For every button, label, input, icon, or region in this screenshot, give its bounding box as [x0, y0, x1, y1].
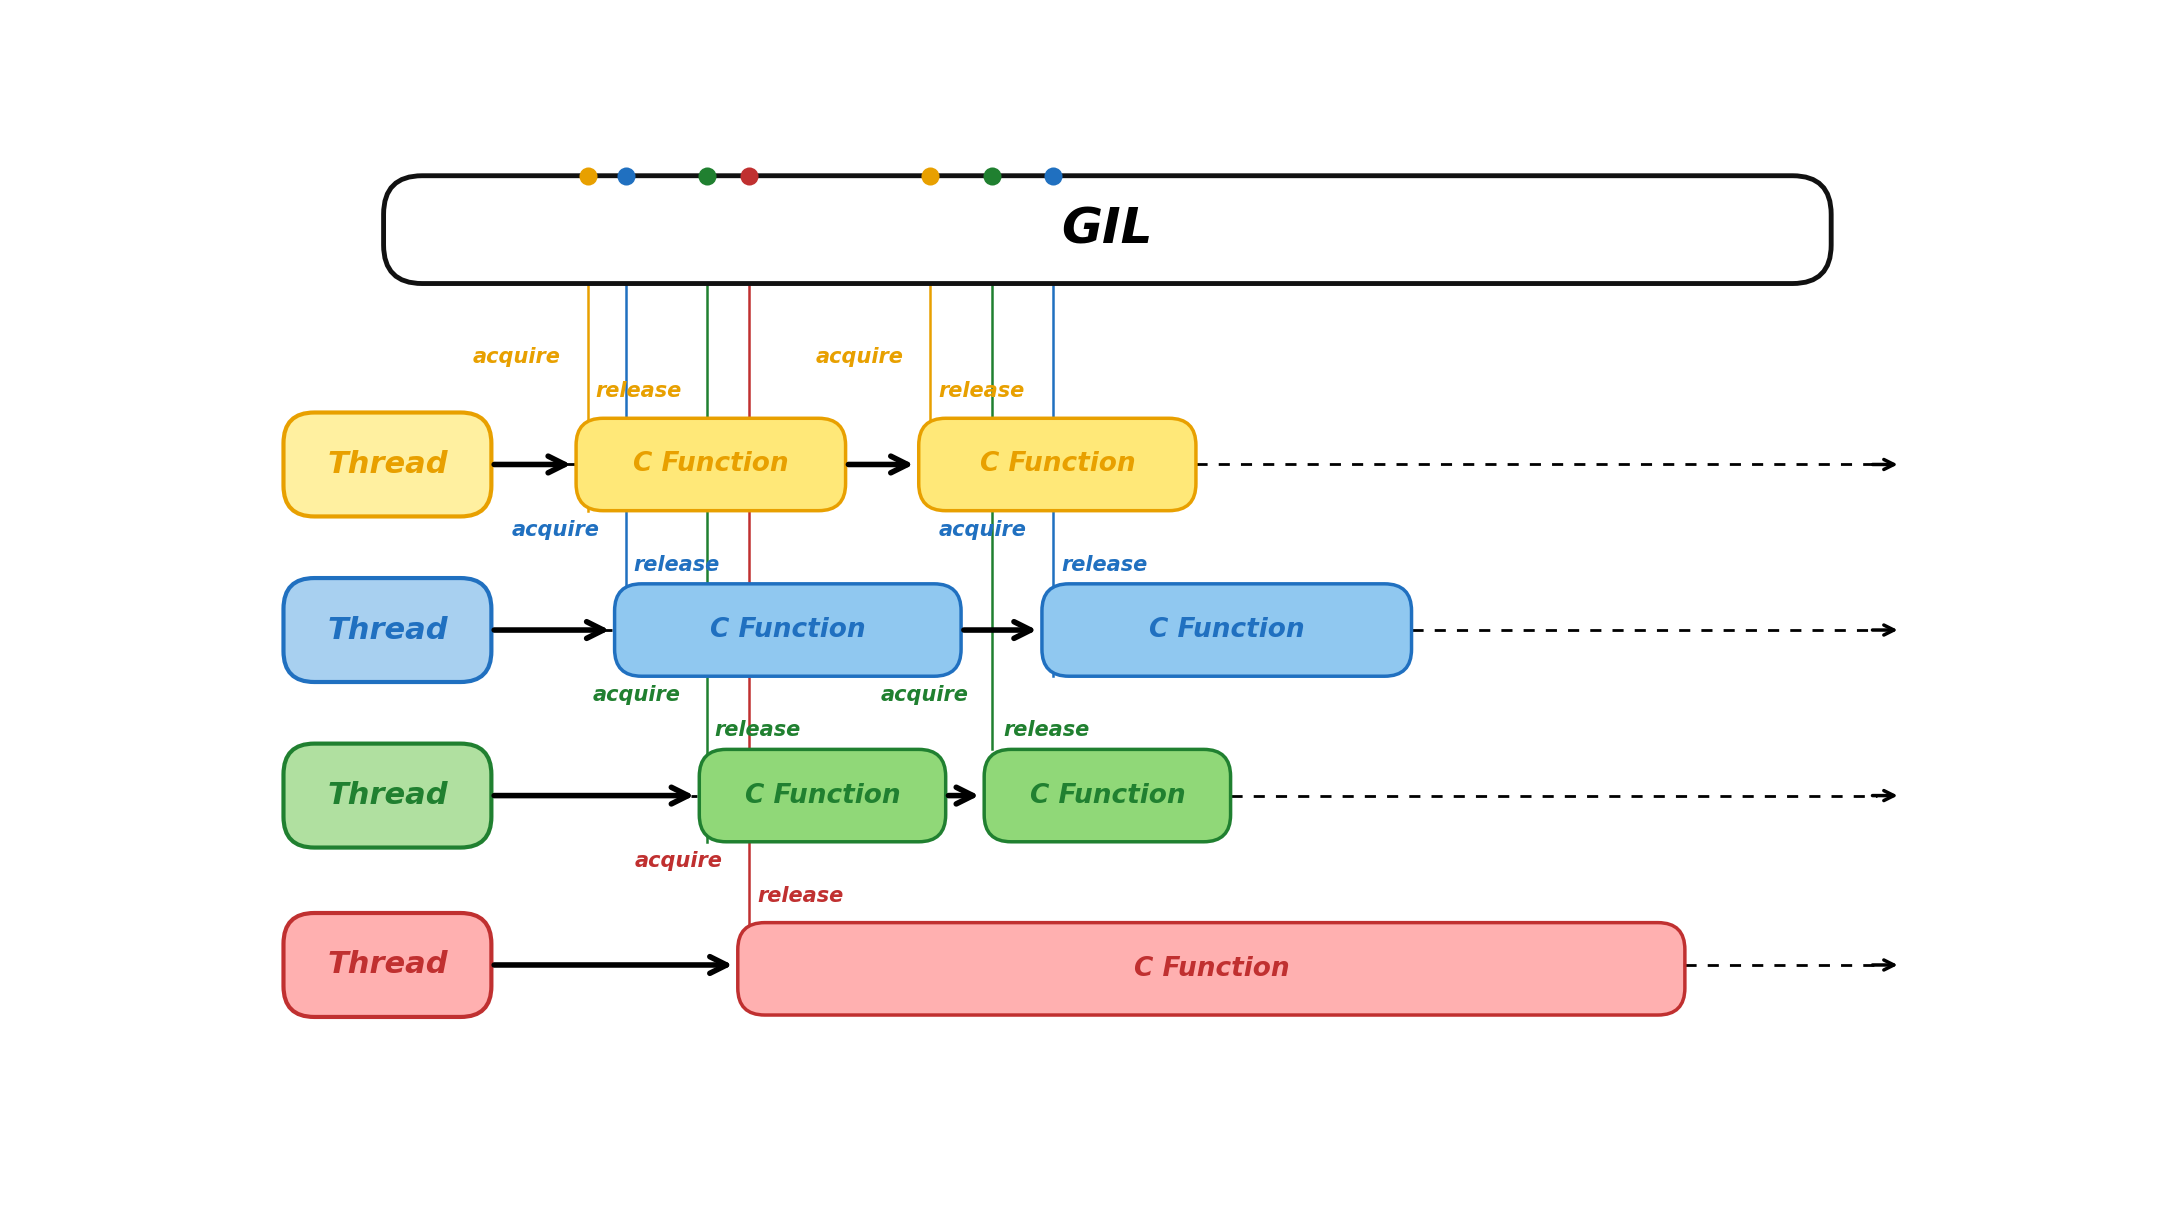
Text: acquire: acquire	[634, 852, 722, 871]
FancyBboxPatch shape	[1043, 584, 1412, 676]
Text: Thread: Thread	[327, 616, 448, 644]
Text: Thread: Thread	[327, 782, 448, 810]
Text: acquire: acquire	[593, 686, 679, 706]
FancyBboxPatch shape	[984, 750, 1231, 842]
FancyBboxPatch shape	[919, 418, 1196, 510]
FancyBboxPatch shape	[614, 584, 960, 676]
FancyBboxPatch shape	[283, 578, 491, 682]
Text: release: release	[595, 382, 681, 401]
Text: release: release	[714, 720, 800, 740]
Text: C Function: C Function	[634, 452, 789, 477]
FancyBboxPatch shape	[575, 418, 846, 510]
Text: C Function: C Function	[1149, 617, 1304, 643]
Text: GIL: GIL	[1062, 206, 1153, 254]
FancyBboxPatch shape	[699, 750, 945, 842]
Text: release: release	[939, 382, 1025, 401]
FancyBboxPatch shape	[283, 412, 491, 517]
Text: release: release	[1062, 555, 1146, 574]
Text: acquire: acquire	[815, 347, 904, 367]
Text: Thread: Thread	[327, 450, 448, 479]
Text: release: release	[634, 555, 720, 574]
Text: acquire: acquire	[474, 347, 560, 367]
Text: Thread: Thread	[327, 951, 448, 979]
FancyBboxPatch shape	[283, 913, 491, 1017]
Text: C Function: C Function	[744, 783, 900, 809]
FancyBboxPatch shape	[383, 175, 1832, 283]
FancyBboxPatch shape	[738, 923, 1685, 1015]
Text: C Function: C Function	[1133, 956, 1289, 982]
Text: C Function: C Function	[1030, 783, 1185, 809]
Text: release: release	[1004, 720, 1090, 740]
Text: acquire: acquire	[939, 520, 1027, 540]
Text: acquire: acquire	[510, 520, 599, 540]
Text: release: release	[757, 886, 844, 906]
FancyBboxPatch shape	[283, 744, 491, 848]
Text: acquire: acquire	[880, 686, 969, 706]
Text: C Function: C Function	[709, 617, 865, 643]
Text: C Function: C Function	[980, 452, 1136, 477]
